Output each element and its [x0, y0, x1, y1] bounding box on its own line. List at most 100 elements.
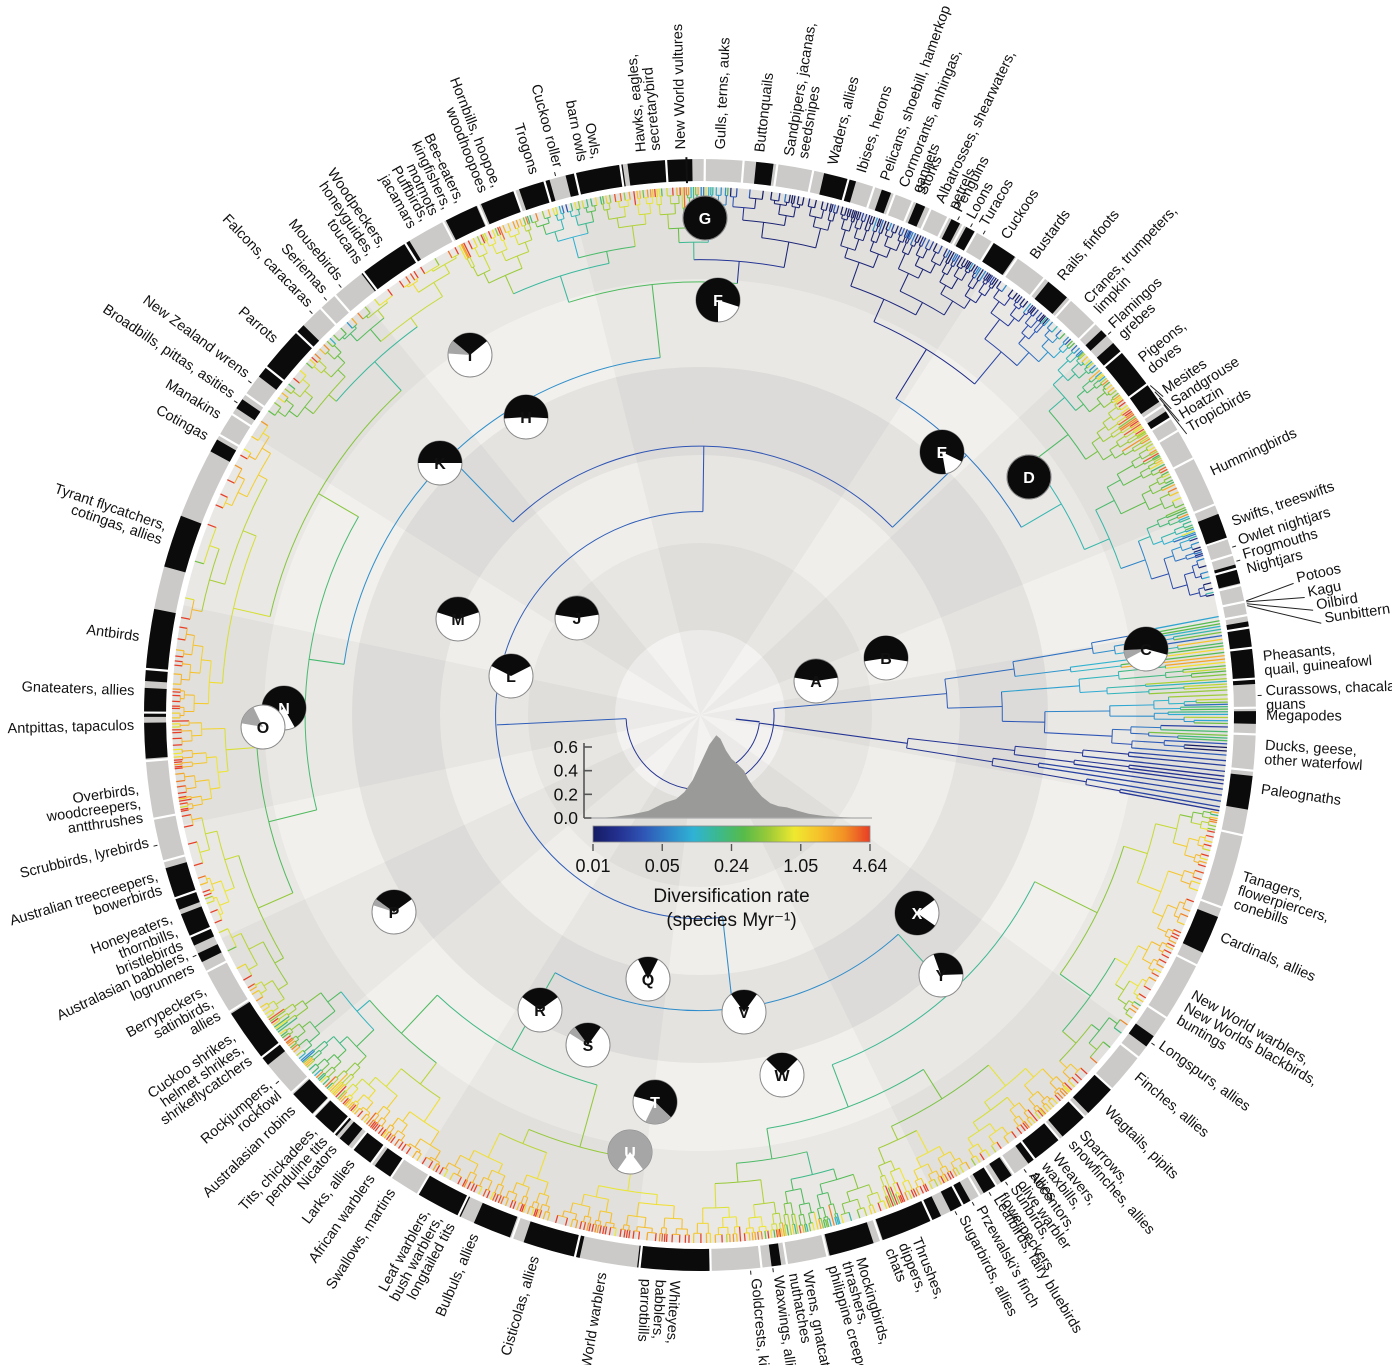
branch-path	[305, 1058, 314, 1067]
node-markers: A B C D E F G H I J K L M NO P Q R S T U V W X Y	[240, 195, 1169, 1175]
branch-path	[722, 882, 1162, 1228]
branch-path	[219, 237, 497, 1098]
branch-path	[286, 344, 330, 1045]
branch-path	[1053, 350, 1062, 359]
marker-pie-segment	[437, 597, 479, 619]
leader-line	[192, 954, 197, 958]
branch-path	[736, 261, 1130, 792]
branch-path	[280, 1030, 288, 1037]
branch-path	[878, 219, 884, 233]
branch-path	[535, 213, 1047, 1115]
branch-path	[293, 1046, 531, 1215]
branch-path	[1128, 751, 1227, 762]
branch-path	[1123, 423, 1142, 436]
marker-pie-segment	[919, 430, 964, 475]
branch-path	[1038, 762, 1223, 790]
branch-path	[227, 946, 237, 952]
outer-ring	[143, 157, 1257, 1272]
leader-line	[1246, 603, 1314, 611]
ring-arc-black	[258, 325, 320, 390]
branch-path	[315, 1063, 320, 1068]
branch-path	[674, 203, 676, 214]
branch-path	[649, 189, 652, 198]
branch-path	[360, 1106, 964, 1185]
branch-path	[623, 192, 626, 201]
ring-boundary-tick	[1172, 456, 1195, 470]
branch-path	[904, 1192, 909, 1201]
ring-boundary-tick	[618, 163, 625, 188]
branch-path	[1036, 324, 1044, 333]
branch-path	[350, 198, 929, 1231]
branch-path	[937, 1177, 943, 1185]
branch-path	[470, 1171, 477, 1176]
branch-path	[1112, 728, 1131, 731]
branch-path	[1201, 576, 1210, 580]
branch-path	[989, 276, 995, 284]
marker-letter: D	[1023, 470, 1035, 487]
branch-path	[526, 215, 531, 224]
branch-path	[1018, 313, 1205, 590]
ring-arc-black	[236, 399, 261, 421]
branch-path	[1179, 539, 1190, 544]
branch-path	[1117, 998, 1127, 1005]
branch-path	[376, 1105, 506, 1186]
branch-path	[1025, 311, 1030, 316]
clade-label: Bustards	[1027, 207, 1074, 263]
branch-path	[783, 242, 790, 268]
branch-path	[1001, 284, 1209, 575]
branch-path	[1172, 636, 1175, 640]
branch-path	[1044, 559, 1146, 713]
branch-path	[1034, 1112, 1041, 1120]
branch-path	[1184, 526, 1194, 531]
ring-boundary-tick	[351, 1130, 368, 1151]
branch-path	[921, 237, 927, 247]
ring-boundary-tick	[1213, 567, 1238, 576]
branch-path	[287, 1008, 361, 1076]
branch-path	[1160, 724, 1228, 728]
ring-arc-black	[339, 1121, 363, 1146]
node-marker-L: L	[488, 653, 534, 699]
branch-path	[608, 216, 626, 220]
branch-path	[201, 491, 1148, 1217]
branch-path	[368, 1076, 890, 1188]
branch-path	[589, 198, 593, 207]
branch-path	[903, 229, 908, 238]
branch-path	[761, 222, 968, 281]
branch-path	[383, 1131, 390, 1139]
branch-path	[472, 237, 478, 248]
ring-boundary-tick	[951, 223, 965, 247]
branch-path	[1200, 573, 1203, 580]
marker-letter: L	[506, 669, 516, 686]
branch-path	[203, 200, 897, 1197]
branch-path	[534, 221, 1160, 476]
branch-path	[667, 214, 1113, 443]
branch-path	[1119, 441, 1129, 448]
branch-path	[318, 493, 1193, 818]
ring-boundary-tick	[1150, 416, 1172, 432]
branch-path	[172, 369, 483, 1195]
branch-path	[585, 207, 588, 213]
branch-path	[224, 366, 322, 1013]
branch-path	[840, 1214, 845, 1224]
clade-label-line: Curassows, chacalacas,	[1265, 678, 1392, 699]
clade-label-line: Gnateaters, allies	[21, 679, 134, 699]
branch-path	[1189, 537, 1198, 542]
branch-path	[173, 188, 1208, 1239]
ring-boundary-tick	[205, 960, 228, 974]
branch-path	[1018, 941, 1161, 1123]
branch-path	[1082, 755, 1226, 773]
branch-path	[1160, 537, 1165, 545]
clade-label-line: Whiteyes,	[663, 1280, 682, 1344]
clade-label-line: Hummingbirds	[1208, 425, 1299, 479]
branch-path	[1146, 523, 1159, 530]
branch-path	[374, 361, 402, 391]
branch-path	[1116, 464, 1134, 475]
branch-path	[1048, 410, 1087, 460]
branch-path	[377, 1117, 383, 1124]
branch-path	[327, 351, 1163, 480]
branch-path	[577, 221, 594, 226]
ring-boundary-tick	[638, 1244, 644, 1269]
branch-path	[502, 224, 1140, 1207]
branch-path	[872, 253, 971, 295]
branch-path	[318, 242, 1117, 414]
